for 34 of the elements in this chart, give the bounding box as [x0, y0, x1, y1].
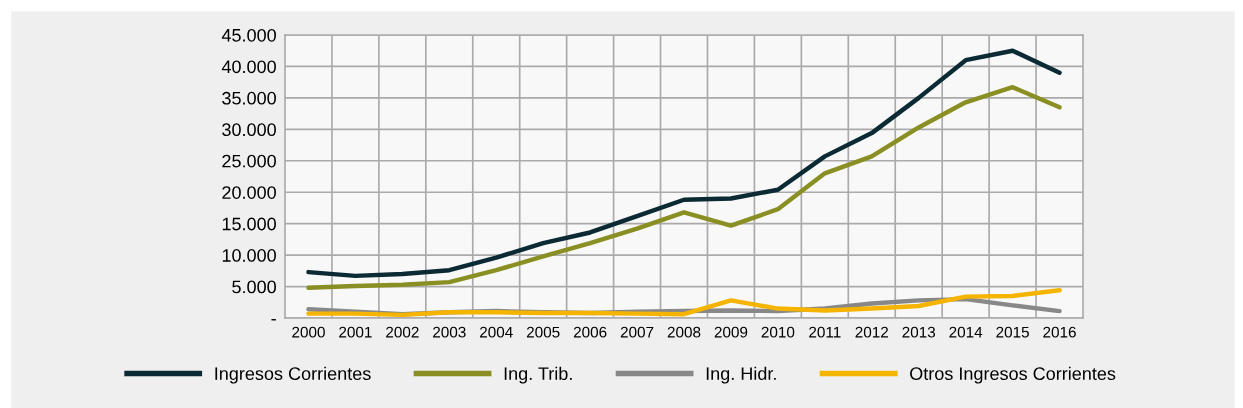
x-tick-label: 2000	[292, 326, 325, 338]
x-tick-label: 2015	[996, 326, 1029, 338]
x-tick-label: 2012	[855, 326, 888, 338]
x-tick-label: 2001	[339, 326, 372, 338]
legend-label: Ing. Trib.	[504, 366, 572, 384]
x-tick-label: 2011	[809, 326, 841, 338]
y-tick-label: 10.000	[222, 249, 276, 262]
x-tick-label: 2006	[573, 326, 607, 338]
x-tick-label: 2007	[620, 326, 654, 338]
y-tick-label: 30.000	[222, 123, 276, 137]
x-tick-label: 2013	[902, 326, 936, 338]
x-tick-label: 2009	[714, 326, 748, 338]
y-tick-label: 5.000	[232, 280, 276, 294]
y-tick-label: 35.000	[222, 91, 276, 105]
x-tick-label: 2003	[433, 326, 466, 338]
line-series	[306, 84, 1062, 291]
x-tick-label: 2010	[761, 326, 795, 338]
legend-label: Ing. Hidr.	[706, 366, 776, 384]
x-tick-label: 2008	[667, 326, 701, 338]
x-tick-label: 2002	[386, 326, 419, 338]
y-tick-label: 45.000	[221, 28, 276, 42]
x-tick-label: 2014	[949, 326, 983, 338]
y-tick-label: 25.000	[222, 154, 276, 168]
y-tick-label: 20.000	[222, 186, 276, 199]
x-tick-label: 2016	[1043, 326, 1076, 338]
y-tick-label: 40.000	[221, 60, 276, 74]
x-tick-label: 2005	[526, 326, 560, 338]
y-tick-label: 15.000	[222, 217, 276, 231]
line-series	[306, 288, 1062, 318]
legend-label: Otros Ingresos Corrientes	[910, 366, 1116, 384]
x-tick-label: 2004	[480, 326, 513, 338]
y-tick-label: -	[271, 319, 276, 321]
legend-label: Ingresos Corrientes	[215, 366, 371, 384]
line-series	[306, 48, 1062, 279]
